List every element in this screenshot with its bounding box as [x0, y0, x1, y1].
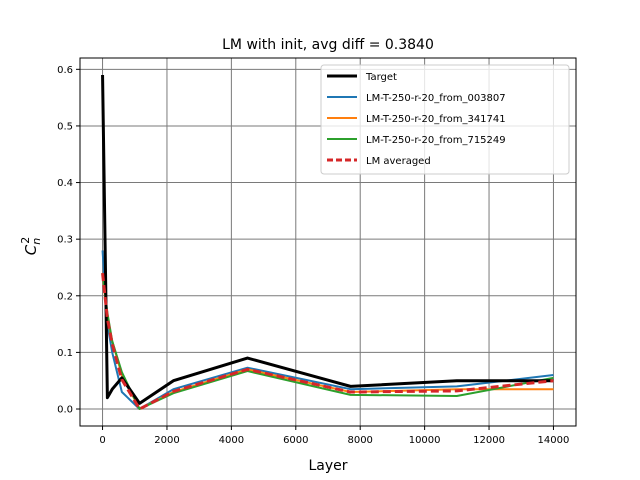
x-tick-label: 12000: [473, 435, 505, 446]
x-tick-label: 0: [99, 435, 105, 446]
legend-label-3: LM-T-250-r-20_from_715249: [366, 135, 506, 146]
y-tick-label: 0.4: [57, 178, 73, 189]
legend-box: [320, 64, 570, 175]
legend-label-1: LM-T-250-r-20_from_003807: [366, 93, 506, 104]
y-tick-label: 0.5: [57, 121, 73, 132]
y-axis-label-superscript: 2: [19, 237, 32, 244]
axis-ticks: 0 2000 4000 6000 8000 10000 12000 14000 0.0 0.1 0.…: [57, 65, 569, 446]
series-line-4: [101, 272, 554, 411]
series-line-1: [101, 250, 554, 411]
y-tick-label: 0.0: [57, 405, 73, 416]
legend: Target LM-T-250-r-20_from_003807 LM-T-250-…: [320, 64, 570, 175]
y-tick-label: 0.1: [57, 348, 73, 359]
x-tick-label: 6000: [283, 435, 308, 446]
x-axis-label: Layer: [308, 458, 347, 474]
series-line-0: [101, 74, 554, 405]
svg-text:Cn2: Cn2: [19, 237, 43, 255]
plot-area-frame: [79, 57, 577, 427]
y-tick-label: 0.6: [57, 65, 73, 76]
x-tick-label: 14000: [538, 435, 570, 446]
y-tick-label: 0.3: [57, 235, 73, 246]
legend-label-0: Target: [365, 72, 397, 83]
legend-label-4: LM averaged: [366, 156, 431, 167]
y-axis-label: Cn2: [19, 237, 43, 255]
y-tick-label: 0.2: [57, 291, 73, 302]
y-axis-label-symbol: C: [22, 244, 40, 255]
x-tick-label: 10000: [409, 435, 441, 446]
x-tick-label: 4000: [219, 435, 244, 446]
x-tick-label: 8000: [347, 435, 372, 446]
x-tick-label: 2000: [154, 435, 179, 446]
chart-title: LM with init, avg diff = 0.3840: [222, 37, 434, 53]
y-axis-label-subscript: n: [30, 238, 43, 245]
legend-label-2: LM-T-250-r-20_from_341741: [366, 114, 506, 125]
series-lines: [101, 74, 554, 411]
